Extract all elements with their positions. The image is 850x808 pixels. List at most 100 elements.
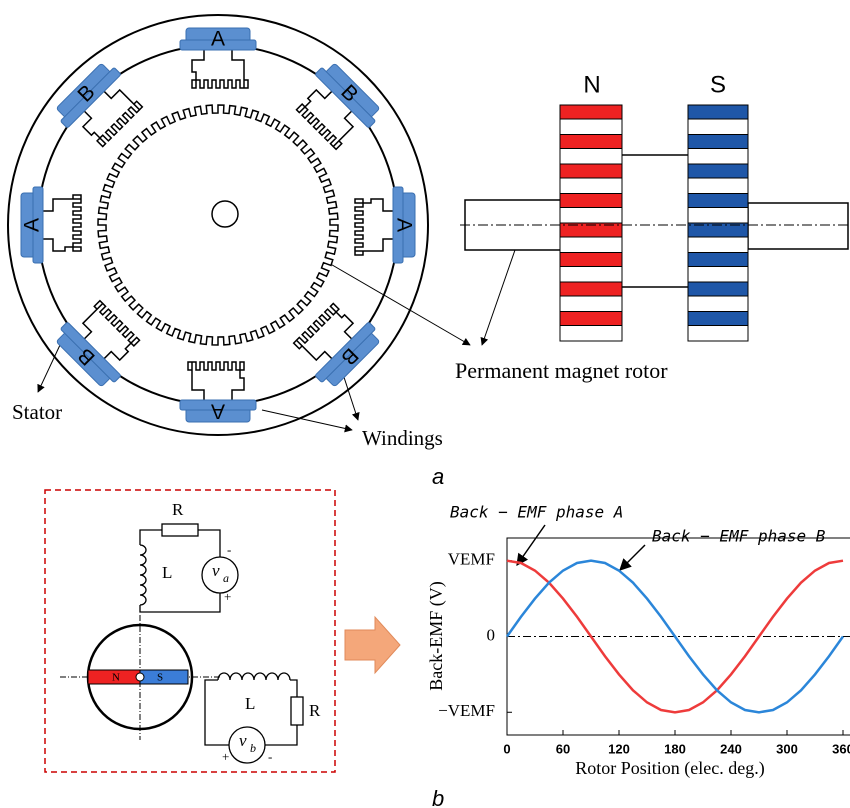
source bbox=[228, 726, 266, 764]
arrow bbox=[37, 344, 61, 393]
annotation: Back − EMF phase A bbox=[450, 503, 623, 522]
source-symbol: v bbox=[212, 561, 220, 580]
pivot bbox=[135, 672, 145, 682]
magnet-stripe bbox=[687, 266, 749, 283]
pole-label: A bbox=[392, 218, 415, 232]
x-tick-label: 300 bbox=[776, 741, 798, 756]
magnet-stripe bbox=[687, 252, 749, 267]
wire bbox=[204, 679, 298, 746]
magnet-stripe bbox=[687, 207, 749, 224]
inductor bbox=[139, 544, 147, 606]
pole: A bbox=[179, 361, 257, 423]
pole: A bbox=[179, 27, 257, 89]
sign: + bbox=[224, 589, 231, 604]
resistor bbox=[161, 523, 199, 537]
y-tick-label: VEMF bbox=[448, 550, 495, 569]
pole: B bbox=[295, 63, 380, 151]
magnet-stripe bbox=[687, 177, 749, 194]
magnet-stripe bbox=[687, 193, 749, 208]
resistor-label: R bbox=[309, 701, 321, 720]
north-label: N bbox=[583, 71, 600, 98]
magnet-stripe bbox=[559, 295, 623, 312]
magnet-stripe bbox=[687, 281, 749, 297]
arrow bbox=[480, 249, 516, 346]
x-tick-label: 0 bbox=[503, 741, 510, 756]
rotor-label: Permanent magnet rotor bbox=[455, 358, 668, 383]
pole-tooth bbox=[38, 194, 82, 252]
pole-label: A bbox=[211, 399, 225, 422]
x-tick-label: 360 bbox=[832, 741, 850, 756]
magnet-stripe bbox=[559, 207, 623, 224]
wire bbox=[139, 529, 221, 613]
magnet-stripe bbox=[559, 104, 623, 120]
pole: B bbox=[56, 63, 144, 148]
magnet-stripe bbox=[559, 325, 623, 342]
pole-tooth bbox=[295, 87, 356, 151]
y-axis-label: Back-EMF (V) bbox=[426, 581, 447, 690]
magnet-stripe bbox=[559, 177, 623, 194]
inductor bbox=[217, 672, 291, 681]
magnet-stripe bbox=[559, 134, 623, 149]
inductor-label: L bbox=[245, 694, 255, 713]
pole: B bbox=[292, 302, 380, 387]
magnet-stripe bbox=[559, 148, 623, 165]
arrow bbox=[344, 615, 401, 675]
arrow bbox=[261, 409, 353, 433]
magnet-stripe bbox=[559, 193, 623, 208]
magnet-stripe bbox=[687, 163, 749, 179]
pole-label: A bbox=[211, 28, 225, 51]
pole-tooth bbox=[80, 299, 141, 363]
sign: - bbox=[227, 542, 231, 557]
x-tick-label: 240 bbox=[720, 741, 742, 756]
magnet-stripe bbox=[559, 163, 623, 179]
magnet-north-label: N bbox=[112, 672, 120, 684]
winding bbox=[60, 67, 121, 128]
sign: - bbox=[268, 749, 272, 764]
inductor-label: L bbox=[162, 563, 172, 582]
magnet-stripe bbox=[687, 118, 749, 135]
x-tick-label: 180 bbox=[664, 741, 686, 756]
winding bbox=[315, 322, 376, 383]
caption: b bbox=[432, 786, 444, 808]
magnet-stripe bbox=[559, 281, 623, 297]
winding bbox=[179, 39, 257, 51]
magnet-stripe bbox=[559, 236, 623, 253]
pole: A bbox=[354, 186, 416, 264]
arrow bbox=[314, 254, 471, 346]
circuit-diagram: R L v a - + N S L R v b + - b bbox=[44, 489, 444, 808]
source-subscript: a bbox=[223, 571, 229, 585]
pole-tooth bbox=[354, 198, 398, 256]
x-tick-label: 120 bbox=[608, 741, 630, 756]
pole-tooth bbox=[187, 361, 245, 405]
source-symbol: v bbox=[239, 731, 247, 750]
series-line bbox=[506, 559, 844, 714]
sign: + bbox=[222, 749, 229, 764]
dashed-box bbox=[44, 489, 336, 773]
source bbox=[201, 556, 239, 594]
annotation: Back − EMF phase B bbox=[652, 527, 826, 546]
shaft-right bbox=[747, 202, 849, 250]
winding bbox=[60, 322, 121, 383]
pole: A bbox=[20, 186, 82, 264]
resistor-label: R bbox=[172, 500, 184, 519]
magnet-south bbox=[139, 669, 189, 685]
series-line bbox=[505, 559, 845, 714]
pole-tooth bbox=[191, 45, 249, 89]
caption: a bbox=[432, 464, 444, 489]
source-subscript: b bbox=[250, 741, 256, 755]
chart: Rotor Position (elec. deg.) Back-EMF (V)… bbox=[426, 503, 850, 779]
y-tick-label: −VEMF bbox=[438, 701, 495, 720]
motor-diagram: N S Permanent magnet rotor Stator Windin… bbox=[7, 14, 849, 489]
south-label: S bbox=[710, 71, 726, 98]
resistor bbox=[290, 696, 304, 726]
stator-outer bbox=[7, 14, 429, 436]
pole-tooth bbox=[292, 302, 356, 363]
windings-label: Windings bbox=[362, 426, 443, 450]
magnet-stripe bbox=[687, 311, 749, 326]
pole-label: A bbox=[21, 218, 44, 232]
magnet-stripe bbox=[559, 311, 623, 326]
magnet-stripe bbox=[687, 134, 749, 149]
magnet-stripe bbox=[559, 252, 623, 267]
magnet-south-label: S bbox=[157, 672, 163, 684]
